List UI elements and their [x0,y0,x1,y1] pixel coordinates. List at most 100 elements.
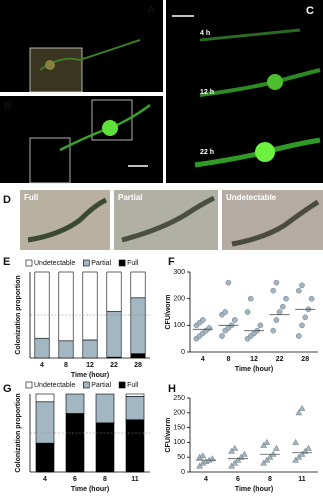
x-axis-label: Time (hour) [71,486,109,493]
bar-segment [65,393,85,414]
legend-swatch [25,381,33,389]
y-tick-label: 300 [173,269,185,276]
data-point [199,317,206,323]
panel-label: C [306,5,314,17]
bar-segment [34,271,50,339]
time-label: 12 h [200,89,214,96]
bar-segment [82,271,98,341]
bar-segment [82,339,98,359]
signal [255,142,275,162]
legend-swatch [118,381,126,389]
data-point [263,456,271,463]
signal [267,74,283,90]
data-point [196,462,204,469]
bar-segment [125,393,145,397]
data-point [302,314,309,321]
y-tick-label: 50 [177,454,185,461]
y-tick-label: 200 [173,410,185,417]
y-tick-label: 0 [181,349,185,356]
bar-segment [34,337,50,359]
data-point [208,455,216,462]
data-point [292,438,300,445]
legend-label: Partial [91,260,111,267]
x-tick-label: 11 [131,476,139,483]
data-point [299,322,305,329]
data-point [270,327,277,334]
bar-segment [35,401,55,444]
legend-swatch [118,259,126,267]
data-point [244,309,251,315]
panel-label: B [4,100,12,112]
y-axis-label: Colonization proportion [15,275,22,354]
data-point [247,295,254,302]
data-point [295,333,302,339]
x-axis-label: Time (hour) [71,372,109,379]
y-tick-label: 100 [173,439,185,446]
phenotype-label: Undetectable [226,193,277,202]
panel-label: G [3,383,12,395]
legend-label: Undetectable [34,382,75,389]
bar-segment [130,297,146,354]
x-axis-label: Time (hour) [235,486,273,493]
panel-label: A [147,4,155,16]
data-point [279,303,286,310]
data-point [308,295,315,302]
data-point [228,462,236,469]
data-point [231,444,239,451]
data-point [234,456,242,463]
bar-segment [130,271,146,299]
worm [231,199,320,247]
x-tick-label: 12 [250,356,258,363]
data-point [237,453,245,460]
inset-b [29,137,71,184]
x-tick-label: 11 [298,476,306,483]
data-point [257,322,264,329]
data-point [292,456,300,463]
x-tick-label: 8 [226,356,230,363]
x-tick-label: 28 [134,362,142,369]
data-point [231,459,239,466]
data-point [304,444,312,451]
x-tick-label: 22 [110,362,118,369]
y-axis-label: Colonization proportion [15,393,22,472]
x-axis-label: Time (hour) [235,366,273,373]
signal [45,60,55,70]
data-point [301,447,309,454]
phenotype-label: Partial [118,193,142,202]
y-tick-label: 150 [173,424,185,431]
x-tick-label: 6 [236,476,240,483]
data-point [276,309,283,315]
data-point [263,438,271,445]
y-tick-label: 200 [173,296,185,303]
panel-label: H [168,383,176,395]
x-tick-label: 22 [276,356,284,363]
bar-segment [130,353,146,359]
worm [121,195,216,243]
bar-segment [106,311,122,358]
legend-label: Full [127,382,139,389]
data-point [222,309,229,315]
data-point [273,317,280,323]
data-point [231,317,238,323]
worm [199,28,301,42]
bar-segment [35,442,55,473]
data-point [199,452,207,459]
y-tick-label: 250 [173,395,185,402]
data-point [225,279,232,286]
x-tick-label: 4 [40,362,44,369]
bar-segment [125,419,145,473]
data-point [295,409,303,416]
y-axis-label: CFU/worm [165,418,172,453]
data-point [260,459,268,466]
x-tick-label: 12 [86,362,94,369]
data-point [295,287,302,294]
legend-label: Full [127,260,139,267]
x-tick-label: 4 [204,476,208,483]
time-label: 4 h [200,30,210,37]
data-point [299,282,305,289]
data-point [298,450,306,457]
data-point [228,447,236,454]
legend-swatch [82,259,90,267]
brightfield [222,190,323,250]
data-point [273,279,280,286]
